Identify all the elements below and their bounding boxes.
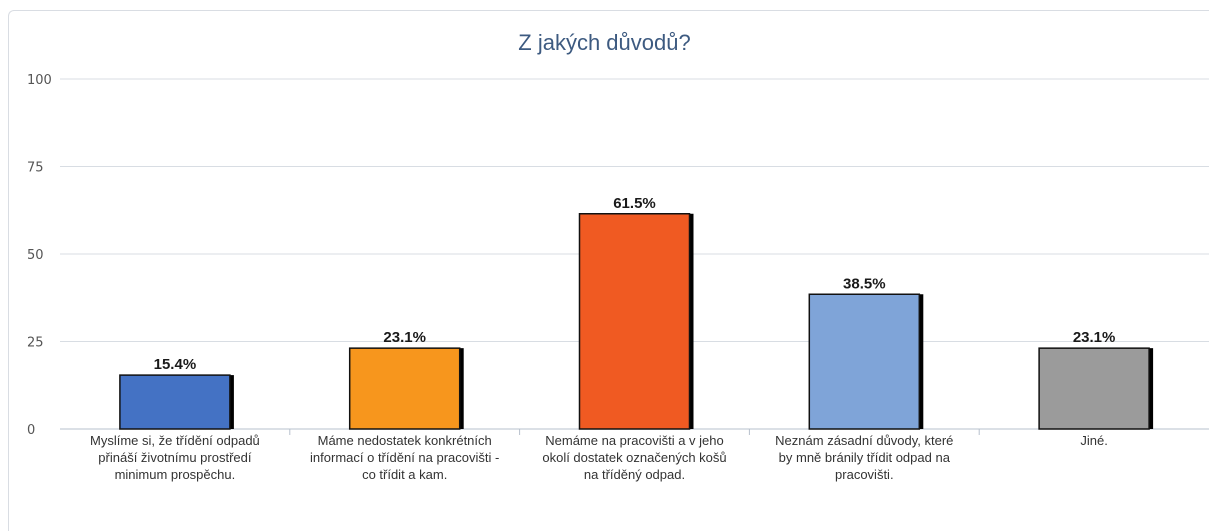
bar: [578, 213, 691, 430]
bar-chart: 0 25 50 75 100 15.4% 23.1% 61.5% 38.5% 23.1%: [27, 73, 1209, 438]
x-category-label: Neznám zásadní důvody, které by mně brán…: [775, 433, 954, 482]
x-category-label: Myslíme si, že třídění odpadů přináší ži…: [89, 433, 260, 482]
chart-frame: [8, 10, 1209, 531]
y-tick-label: 0: [27, 423, 35, 438]
y-tick-label: 50: [27, 248, 44, 263]
chart-title: Z jakých důvodů?: [518, 30, 691, 55]
bar: [808, 293, 921, 430]
x-category-label: Máme nedostatek konkrétních informací o …: [310, 433, 500, 482]
y-tick-label: 75: [27, 161, 44, 176]
y-tick-label: 25: [27, 336, 44, 351]
x-category-label: Jiné.: [1080, 433, 1108, 448]
bar: [348, 347, 461, 430]
x-category-label: Nemáme na pracovišti a v jeho okolí dost…: [542, 433, 727, 482]
bar: [119, 374, 231, 430]
y-tick-label: 100: [27, 73, 52, 88]
bar-value-label: 38.5%: [843, 275, 886, 292]
bar-value-label: 61.5%: [613, 195, 656, 212]
bar-value-label: 23.1%: [383, 329, 426, 346]
bar-value-label: 23.1%: [1073, 329, 1116, 346]
bar-value-label: 15.4%: [154, 356, 197, 373]
bar: [1038, 347, 1150, 430]
